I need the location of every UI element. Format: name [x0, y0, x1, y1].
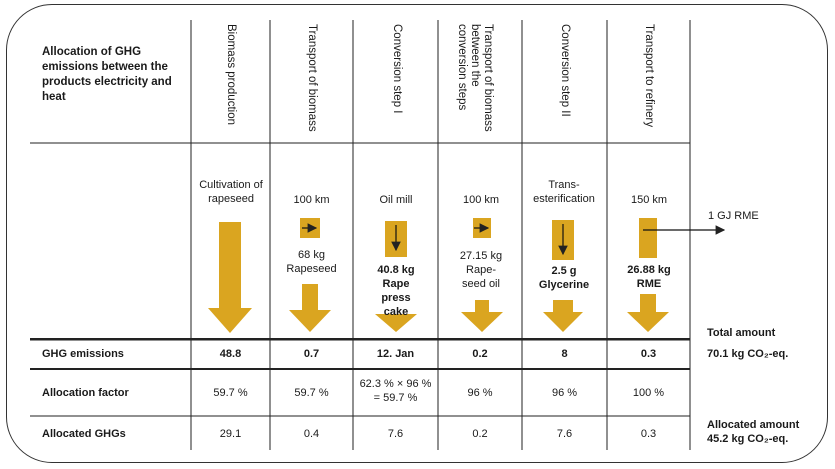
factor-value-3: 62.3 % × 96 % = 59.7 % — [359, 378, 432, 404]
column-header-6: Transport to refinery — [643, 24, 655, 128]
allocated-value-1: 29.1 — [219, 428, 242, 440]
row-label-emissions: GHG emissions — [42, 348, 124, 360]
diagram-frame — [6, 4, 828, 463]
factor-value-4: 96 % — [467, 387, 493, 399]
total-amount-label: Total amount — [707, 327, 776, 339]
allocated-value-5: 7.6 — [556, 428, 573, 440]
process-label-5: Trans-esterification — [533, 179, 595, 205]
product-label-5: Glycerine — [538, 279, 590, 291]
flow-arrow-2 — [289, 218, 331, 332]
emission-value-4: 0.2 — [472, 348, 488, 360]
allocated-value-2: 0.4 — [303, 428, 320, 440]
process-label-1: Cultivation of rapeseed — [199, 179, 263, 205]
product-label-3: Rape press cake — [381, 278, 411, 318]
row-label-factor: Allocation factor — [42, 387, 129, 399]
mass-label-2: 68 kg — [298, 249, 325, 261]
product-label-4: Rape-seed oil — [462, 264, 500, 290]
column-header-1: Biomass production — [225, 24, 237, 125]
allocated-value-6: 0.3 — [640, 428, 657, 440]
mass-label-4: 27.15 kg — [459, 250, 503, 262]
emission-value-2: 0.7 — [303, 348, 320, 360]
process-label-3: Oil mill — [379, 194, 413, 206]
allocated-amount-value: 45.2 kg CO₂-eq. — [707, 433, 789, 445]
emission-value-5: 8 — [561, 348, 568, 360]
process-label-4: 100 km — [462, 194, 500, 206]
column-header-4: Transport of biomass between the convers… — [456, 24, 494, 132]
mass-label-3: 40.8 kg — [377, 264, 415, 276]
factor-value-1: 59.7 % — [213, 387, 248, 399]
column-header-2: Transport of biomass — [306, 24, 318, 132]
allocated-amount-label: Allocated amount — [707, 419, 800, 431]
product-label-6: RME — [636, 278, 662, 290]
column-header-5: Conversion step II — [559, 24, 571, 117]
flow-arrow-1 — [208, 222, 252, 333]
factor-value-5: 96 % — [551, 387, 578, 399]
emission-value-3: 12. Jan — [376, 348, 415, 360]
product-label-2: Rapeseed — [286, 263, 337, 275]
column-header-3: Conversion step I — [391, 24, 403, 114]
allocated-value-3: 7.6 — [387, 428, 404, 440]
process-label-2: 100 km — [293, 194, 330, 206]
factor-value-6: 100 % — [632, 387, 665, 399]
emission-value-6: 0.3 — [640, 348, 657, 360]
factor-value-2: 59.7 % — [294, 387, 329, 399]
allocated-value-4: 0.2 — [472, 428, 488, 440]
process-label-6: 150 km — [630, 194, 668, 206]
row-label-allocated: Allocated GHGs — [42, 428, 126, 440]
total-amount-value: 70.1 kg CO₂-eq. — [707, 348, 789, 360]
corner-title: Allocation of GHG emissions between the … — [42, 46, 172, 103]
mass-label-6: 26.88 kg — [627, 264, 671, 276]
flow-arrow-6 — [627, 218, 669, 332]
emission-value-1: 48.8 — [219, 348, 242, 360]
mass-label-5: 2.5 g — [551, 265, 577, 277]
output-label: 1 GJ RME — [708, 210, 759, 222]
